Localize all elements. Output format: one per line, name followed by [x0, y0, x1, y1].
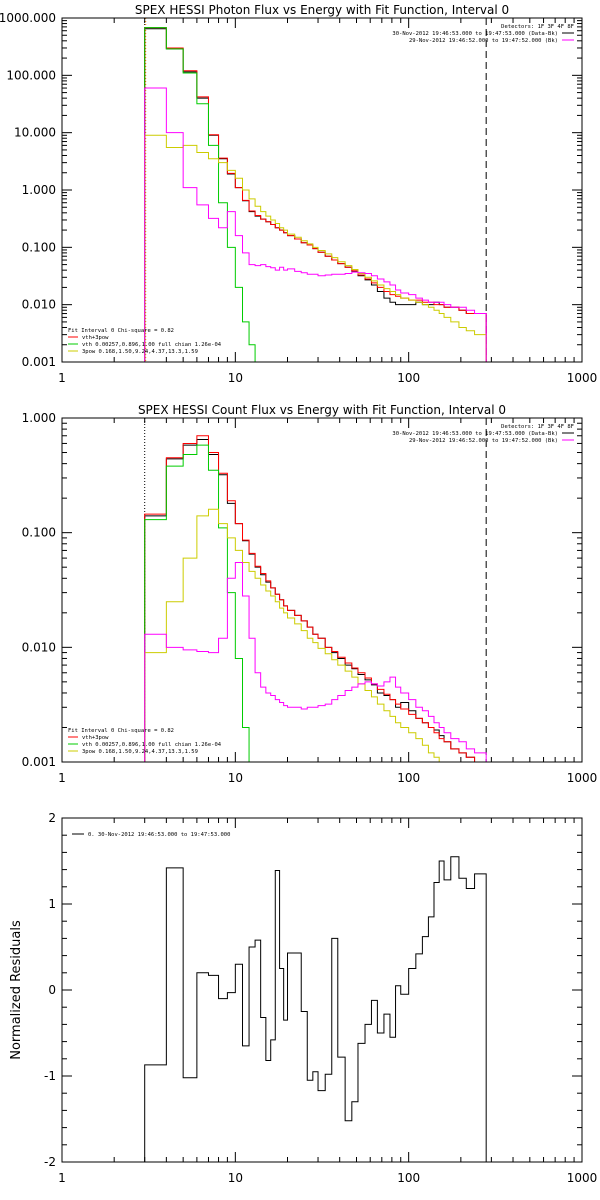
- series-line: [144, 27, 256, 362]
- y-tick-label: 0.010: [22, 640, 56, 654]
- residuals-panel: Normalized Residuals 1 10 100 1000 -2 -1 0 1 2 0. …: [9, 811, 597, 1185]
- series-line: [144, 508, 445, 762]
- legend-fit-entry: 3pow 0.168,1.50,9.24,4.37,13.3,1.59: [82, 349, 198, 355]
- legend-fit-header: Fit Interval 0 Chi-square = 0.82: [68, 728, 174, 734]
- series-line: [144, 856, 487, 1162]
- plot-frame: [61, 17, 583, 363]
- plot-area: [144, 418, 487, 762]
- y-tick-label: 0: [48, 983, 56, 997]
- series-line: [144, 87, 487, 362]
- y-axis-label: Normalized Residuals: [9, 920, 24, 1060]
- series-line: [144, 134, 487, 362]
- y-tick-label: 1.000: [22, 183, 56, 197]
- x-tick-label: 10: [228, 771, 243, 785]
- y-tick-label: 0.100: [22, 240, 56, 254]
- y-tick-label: 1000.000: [0, 11, 56, 25]
- x-tick-label: 10: [228, 1171, 243, 1185]
- chart-title: SPEX HESSI Photon Flux vs Energy with Fi…: [135, 3, 509, 17]
- legend-entry: 0. 30-Nov-2012 19:46:53.000 to 19:47:53.…: [88, 832, 230, 838]
- chart-title: SPEX HESSI Count Flux vs Energy with Fit…: [138, 403, 506, 417]
- legend-fit-entry: vth 0.00257,0.896,1.00 full chian 1.26e-…: [82, 742, 222, 748]
- legend-fit-entry: vth+3pow: [82, 335, 109, 341]
- legend-detectors: Detectors: 1F 3F 4F 8F: [501, 424, 574, 430]
- y-tick-label: 0.001: [22, 355, 56, 369]
- series-line: [144, 28, 487, 362]
- y-tick-label: 1: [48, 897, 56, 911]
- plot-area: [144, 18, 487, 362]
- x-tick-label: 1: [58, 1171, 66, 1185]
- x-tick-label: 1: [58, 771, 66, 785]
- plot-frame: [61, 417, 583, 763]
- y-tick-label: 1.000: [22, 411, 56, 425]
- x-tick-label: 1000: [567, 1171, 598, 1185]
- x-tick-label: 100: [397, 1171, 420, 1185]
- series-line: [144, 561, 487, 762]
- x-tick-label: 100: [397, 371, 420, 385]
- legend-fit-header: Fit Interval 0 Chi-square = 0.82: [68, 328, 174, 334]
- legend-entry: 30-Nov-2012 19:46:53.000 to 19:47:53.000…: [392, 431, 558, 437]
- y-tick-label: -2: [44, 1155, 56, 1169]
- series-line: [144, 27, 487, 362]
- x-tick-label: 1000: [567, 371, 598, 385]
- y-tick-label: 100.000: [6, 68, 56, 82]
- series-line: [144, 435, 487, 762]
- legend-fit-entry: 3pow 0.168,1.50,9.24,4.37,13.3,1.59: [82, 749, 198, 755]
- legend-detectors: Detectors: 1F 3F 4F 8F: [501, 24, 574, 30]
- legend-entry: 29-Nov-2012 19:46:52.000 to 19:47:52.000…: [409, 438, 558, 444]
- y-tick-label: 2: [48, 811, 56, 825]
- plot-area: [144, 856, 487, 1162]
- y-tick-label: 10.000: [14, 126, 56, 140]
- y-tick-label: 0.100: [22, 526, 56, 540]
- x-tick-label: 1: [58, 371, 66, 385]
- y-tick-label: 0.001: [22, 755, 56, 769]
- legend-fit-entry: vth 0.00257,0.896,1.00 full chian 1.26e-…: [82, 342, 222, 348]
- y-tick-label: 0.010: [22, 298, 56, 312]
- count-flux-panel: SPEX HESSI Count Flux vs Energy with Fit…: [22, 403, 598, 785]
- legend-entry: 29-Nov-2012 19:46:52.000 to 19:47:52.000…: [409, 38, 558, 44]
- x-tick-label: 100: [397, 771, 420, 785]
- photon-flux-panel: SPEX HESSI Photon Flux vs Energy with Fi…: [0, 3, 597, 385]
- plot-frame: [61, 817, 583, 1163]
- x-tick-label: 10: [228, 371, 243, 385]
- y-tick-label: -1: [44, 1069, 56, 1083]
- series-line: [144, 444, 250, 762]
- x-tick-label: 1000: [567, 771, 598, 785]
- series-line: [144, 438, 487, 762]
- legend-entry: 30-Nov-2012 19:46:53.000 to 19:47:53.000…: [392, 31, 558, 37]
- legend-fit-entry: vth+3pow: [82, 735, 109, 741]
